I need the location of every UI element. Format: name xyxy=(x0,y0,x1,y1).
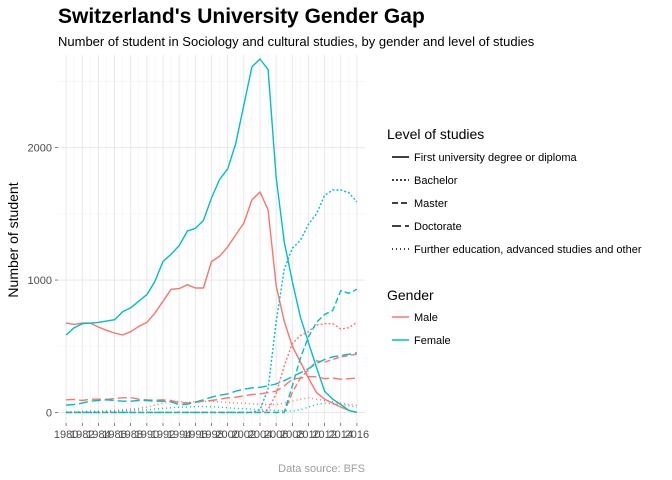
x-tick-label: 1998 xyxy=(199,429,223,441)
x-tick-label: 1986 xyxy=(102,429,126,441)
x-tick-label: 2004 xyxy=(248,429,272,441)
plot-area xyxy=(58,55,365,423)
x-tick-label: 1994 xyxy=(167,429,191,441)
y-axis-title: Number of student xyxy=(5,182,21,297)
x-tick-label: 2008 xyxy=(280,429,304,441)
legend-label-linetype: Bachelor xyxy=(414,175,458,187)
x-axis-ticks: 1980198219841986198819901992199419961998… xyxy=(54,423,369,441)
legend: Level of studies First university degree… xyxy=(387,126,642,347)
x-tick-label: 1988 xyxy=(118,429,142,441)
x-tick-label: 1984 xyxy=(86,429,110,441)
series-line-male-0 xyxy=(65,191,358,414)
y-tick-label: 0 xyxy=(46,407,52,419)
series-line-female-7 xyxy=(66,352,358,406)
series-line-male-6 xyxy=(66,376,357,404)
legend-linetypes: First university degree or diploma Bachel… xyxy=(392,152,642,256)
x-tick-label: 2000 xyxy=(215,429,239,441)
legend-label-color: Female xyxy=(414,335,451,347)
legend-colors: Male Female xyxy=(392,312,451,347)
x-tick-label: 1992 xyxy=(151,429,175,441)
y-tick-label: 2000 xyxy=(28,143,52,155)
x-tick-label: 2014 xyxy=(329,429,353,441)
chart-caption: Data source: BFS xyxy=(278,463,365,475)
grid xyxy=(58,55,365,423)
x-tick-label: 2010 xyxy=(296,429,320,441)
x-tick-label: 1996 xyxy=(183,429,207,441)
y-axis-ticks: 0 1000 2000 xyxy=(28,143,58,419)
x-tick-label: 2006 xyxy=(264,429,288,441)
chart-title: Switzerland's University Gender Gap xyxy=(58,5,425,28)
legend-label-color: Male xyxy=(414,312,438,324)
x-tick-label: 1982 xyxy=(70,429,94,441)
series-line-female-1 xyxy=(65,58,358,414)
legend-title-gender: Gender xyxy=(387,287,434,303)
y-tick-label: 1000 xyxy=(28,275,52,287)
series-lines xyxy=(65,58,358,414)
x-tick-label: 2012 xyxy=(312,429,336,441)
legend-label-linetype: First university degree or diploma xyxy=(414,152,578,164)
series-line-female-5 xyxy=(66,288,358,414)
chart-subtitle: Number of student in Sociology and cultu… xyxy=(58,34,535,49)
x-tick-label: 1990 xyxy=(135,429,159,441)
legend-title-level: Level of studies xyxy=(387,126,484,142)
legend-label-linetype: Further education, advanced studies and … xyxy=(414,244,642,256)
x-tick-label: 2016 xyxy=(345,429,369,441)
x-tick-label: 2002 xyxy=(232,429,256,441)
x-tick-label: 1980 xyxy=(54,429,78,441)
legend-label-linetype: Master xyxy=(414,198,448,210)
legend-label-linetype: Doctorate xyxy=(414,221,462,233)
series-line-female-9 xyxy=(66,402,358,414)
